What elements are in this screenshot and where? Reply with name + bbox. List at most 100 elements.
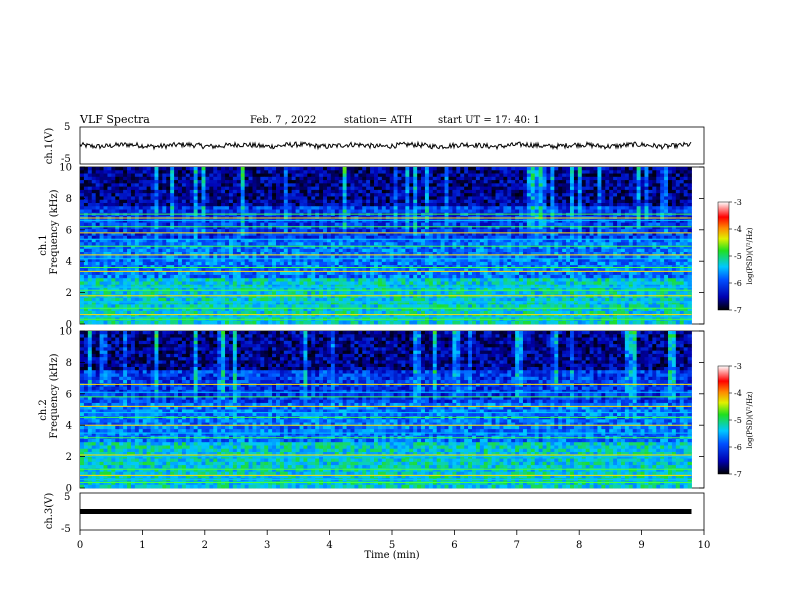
- spectrogram-cell: [550, 180, 555, 184]
- spectrogram-cell: [87, 242, 93, 246]
- spectrogram-cell: [668, 255, 673, 259]
- spectrogram-cell: [374, 255, 379, 259]
- spectrogram-cell: [170, 202, 175, 207]
- spectrogram-cell: [620, 242, 626, 246]
- spectrogram-cell: [550, 245, 555, 250]
- spectrogram-cell: [460, 202, 465, 207]
- spectrogram-cell: [636, 189, 641, 194]
- spectrogram-cell: [507, 261, 512, 266]
- spectrogram-cell: [236, 235, 242, 240]
- spectrogram-cell: [334, 176, 340, 181]
- spectrogram-cell: [522, 229, 528, 233]
- spectrogram-cell: [448, 173, 453, 178]
- spectrogram-cell: [358, 235, 363, 240]
- spectrogram-cell: [291, 238, 296, 243]
- spectrogram-cell: [166, 258, 171, 263]
- spectrogram-cell: [613, 225, 618, 230]
- spectrogram-cell: [256, 245, 261, 250]
- spectrogram-cell: [315, 176, 320, 181]
- spectrogram-cell: [240, 222, 246, 227]
- spectrogram-cell: [393, 199, 398, 204]
- spectrogram-cell: [150, 186, 155, 191]
- spectrogram-cell: [127, 173, 132, 178]
- spectrogram-cell: [593, 196, 598, 201]
- spectrogram-cell: [624, 242, 630, 246]
- spectrogram-cell: [291, 186, 296, 191]
- spectrogram-cell: [197, 235, 202, 240]
- spectrogram-cell: [248, 235, 253, 240]
- spectrogram-cell: [558, 176, 563, 181]
- spectrogram-cell: [577, 222, 583, 227]
- spectrogram-cell: [405, 199, 410, 204]
- spectrogram-cell: [174, 219, 179, 223]
- spectrogram-cell: [566, 209, 571, 214]
- spectrogram-cell: [138, 265, 144, 269]
- spectrogram-cell: [597, 209, 602, 214]
- spectrogram-cell: [193, 255, 198, 259]
- spectrogram-cell: [189, 186, 195, 191]
- spectrogram-cell: [464, 186, 469, 191]
- spectrogram-cell: [123, 193, 128, 197]
- spectrogram-cell: [475, 202, 481, 207]
- spectrogram-cell: [534, 202, 540, 207]
- spectrogram-cell: [656, 245, 661, 250]
- spectrogram-cell: [444, 186, 449, 191]
- spectrogram-cell: [252, 193, 257, 197]
- spectrogram-cell: [393, 242, 398, 246]
- spectrogram-cell: [683, 189, 688, 194]
- spectrogram-cell: [256, 238, 261, 243]
- spectrogram-cell: [225, 206, 230, 210]
- spectrogram-cell: [264, 206, 269, 210]
- spectrogram-cell: [283, 232, 289, 237]
- spectrogram-cell: [413, 242, 418, 246]
- spectrogram-cell: [279, 248, 285, 253]
- spectrogram-cell: [656, 170, 661, 174]
- spectrogram-cell: [483, 193, 489, 197]
- spectrogram-cell: [256, 252, 261, 256]
- spectrogram-cell: [538, 261, 543, 266]
- spectrogram-cell: [413, 252, 418, 256]
- spectrogram-cell: [562, 183, 567, 188]
- spectrogram-cell: [228, 193, 234, 197]
- spectrogram-cell: [448, 258, 453, 263]
- spectrogram-cell: [617, 252, 622, 256]
- spectrogram-cell: [185, 225, 191, 230]
- spectrogram-cell: [444, 238, 449, 243]
- spectrogram-cell: [385, 252, 391, 256]
- spectrogram-cell: [334, 248, 340, 253]
- spectrogram-cell: [577, 196, 583, 201]
- spectrogram-cell: [687, 235, 692, 240]
- spectrogram-cell: [550, 265, 555, 269]
- spectrogram-cell: [127, 252, 132, 256]
- spectrogram-cell: [154, 176, 159, 181]
- spectrogram-cell: [252, 252, 257, 256]
- spectrogram-cell: [660, 229, 665, 233]
- spectrogram-cell: [350, 180, 355, 184]
- spectrogram-cell: [632, 248, 638, 253]
- spectrogram-cell: [530, 235, 536, 240]
- spectrogram-cell: [362, 225, 367, 230]
- spectrogram-cell: [209, 167, 214, 171]
- spectrogram-cell: [413, 176, 418, 181]
- spectrogram-cell: [511, 255, 516, 259]
- spectrogram-cell: [150, 235, 155, 240]
- spectrogram-cell: [668, 235, 673, 240]
- spectrogram-cell: [295, 202, 300, 207]
- spectrogram-cell: [205, 170, 210, 174]
- spectrogram-cell: [424, 232, 430, 237]
- spectrogram-cell: [127, 176, 132, 181]
- spectrogram-cell: [162, 245, 167, 250]
- spectrogram-cell: [515, 222, 520, 227]
- spectrogram-cell: [530, 186, 536, 191]
- spectrogram-cell: [683, 180, 688, 184]
- spectrogram-cell: [421, 173, 426, 178]
- spectrogram-cell: [354, 206, 359, 210]
- spectrogram-cell: [107, 261, 112, 266]
- spectrogram-cell: [134, 173, 140, 178]
- spectrogram-cell: [452, 173, 457, 178]
- spectrogram-cell: [240, 167, 246, 171]
- spectrogram-cell: [428, 252, 434, 256]
- spectrogram-cell: [511, 206, 516, 210]
- spectrogram-cell: [103, 245, 108, 250]
- spectrogram-cell: [299, 202, 304, 207]
